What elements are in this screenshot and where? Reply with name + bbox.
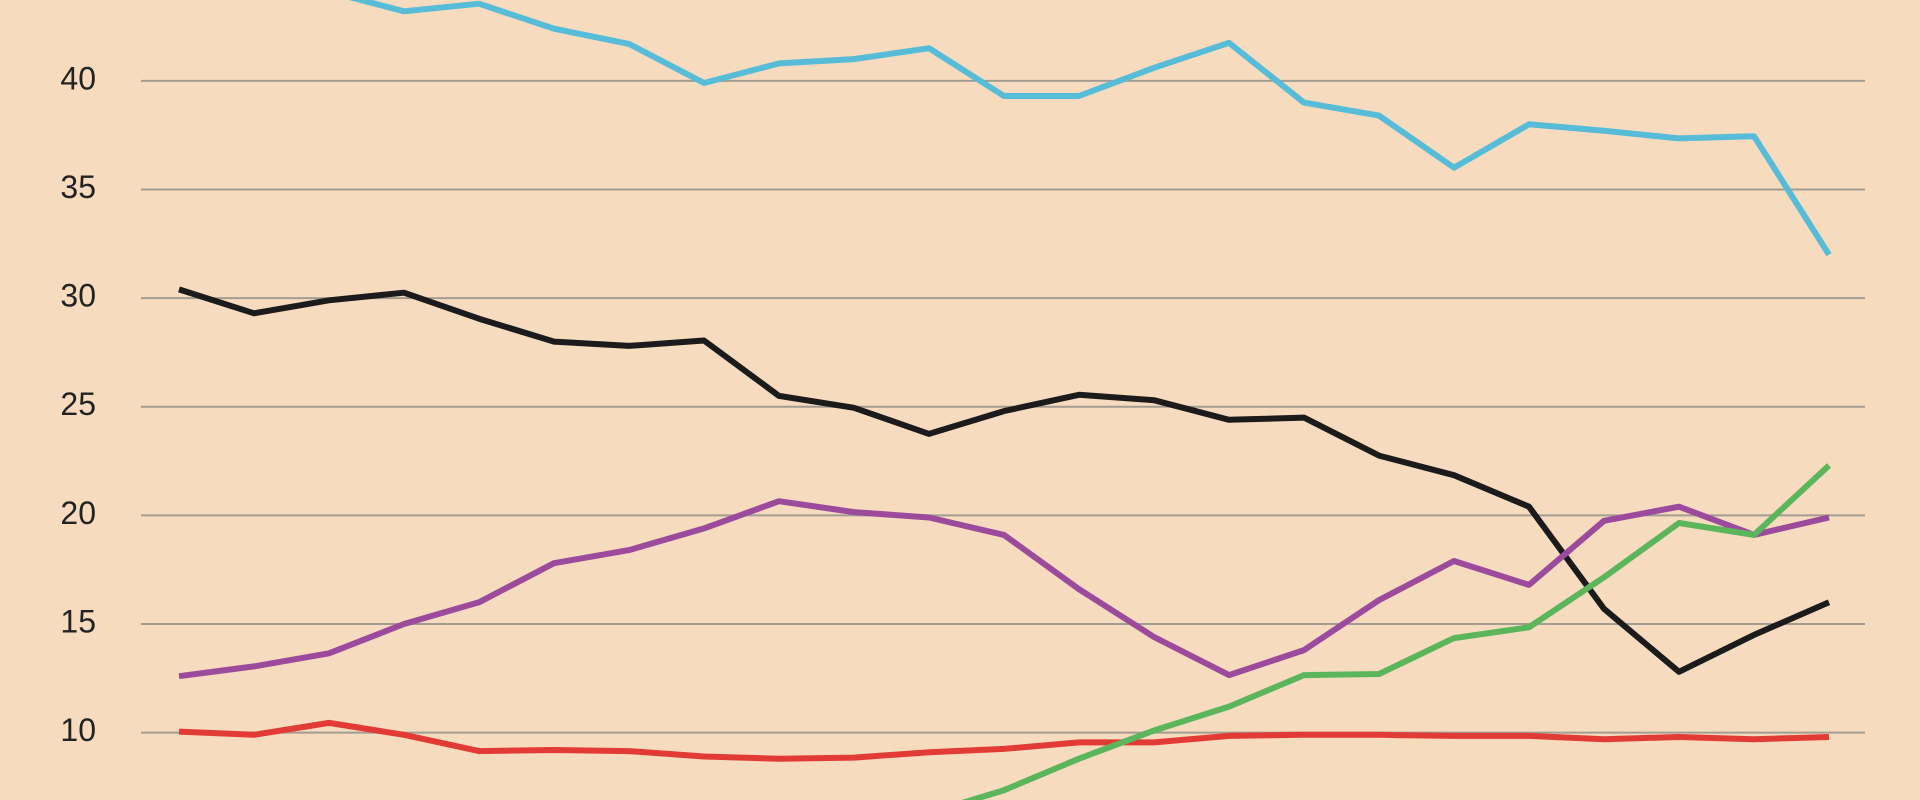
y-tick-label: 10	[60, 712, 96, 748]
series-line	[178, 719, 1830, 762]
series-line	[178, 286, 1831, 675]
y-tick-label: 40	[60, 60, 96, 96]
series-line	[348, 0, 1832, 257]
y-tick-label: 30	[60, 278, 96, 314]
y-tick-label: 25	[60, 386, 96, 422]
series-line	[961, 463, 1832, 800]
y-tick-label: 35	[60, 169, 96, 205]
y-tick-label: 15	[60, 603, 96, 639]
series-line	[178, 498, 1830, 680]
y-tick-label: 20	[60, 495, 96, 531]
